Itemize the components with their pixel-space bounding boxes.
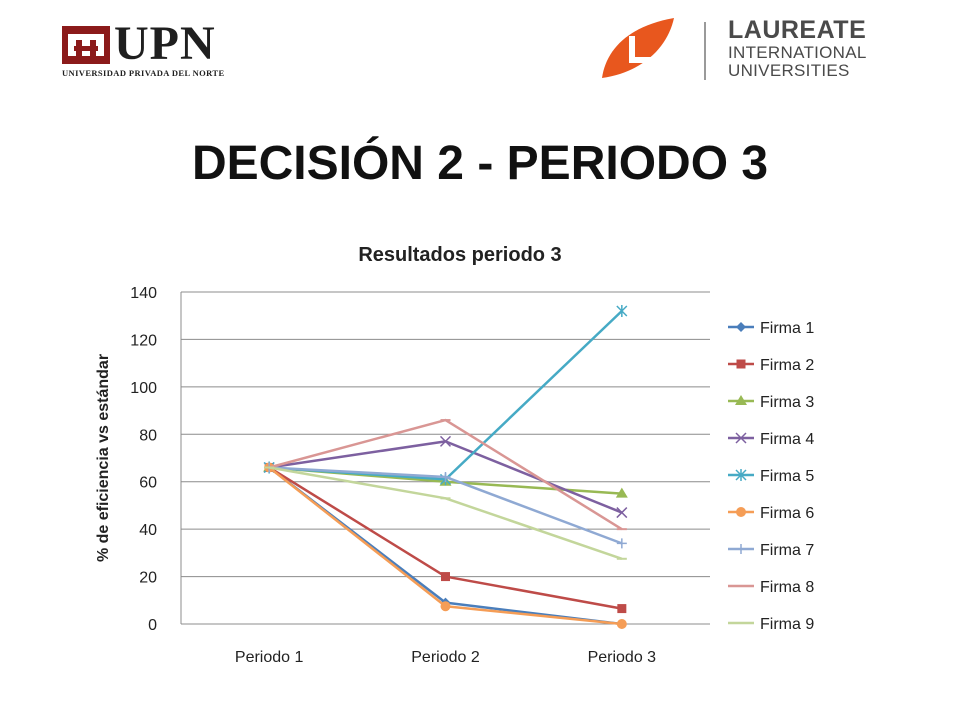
legend-swatch-marker — [736, 507, 746, 517]
legend-swatch-marker — [735, 469, 747, 481]
series-3-point — [615, 487, 628, 498]
laureate-logo: LAUREATE INTERNATIONAL UNIVERSITIES — [598, 16, 908, 82]
legend-swatch-marker — [735, 432, 747, 444]
legend-label: Firma 9 — [760, 616, 814, 633]
series-5-point — [616, 304, 628, 317]
series-4-point — [616, 507, 628, 519]
x-tick-label: Periodo 3 — [588, 649, 657, 666]
upn-subtitle: UNIVERSIDAD PRIVADA DEL NORTE — [62, 68, 225, 78]
y-tick-label: 120 — [130, 332, 157, 349]
legend-swatch-marker — [735, 395, 747, 405]
legend-label: Firma 2 — [760, 357, 814, 374]
y-tick-label: 40 — [139, 522, 157, 539]
y-tick-label: 0 — [148, 617, 157, 634]
legend-label: Firma 5 — [760, 468, 814, 485]
legend-label: Firma 6 — [760, 505, 814, 522]
y-tick-label: 140 — [130, 285, 157, 302]
upn-logo: UPN UNIVERSIDAD PRIVADA DEL NORTE — [62, 20, 262, 80]
chart-title: Resultados periodo 3 — [358, 244, 561, 266]
series-2-line — [268, 466, 623, 610]
laureate-line-international: INTERNATIONAL — [728, 43, 867, 62]
y-axis-title: % de eficiencia vs estándar — [95, 354, 112, 562]
legend-label: Firma 1 — [760, 320, 814, 337]
logo-divider — [704, 22, 706, 80]
y-tick-label: 100 — [130, 380, 157, 397]
series-6-point — [616, 619, 627, 629]
legend-label: Firma 7 — [760, 542, 814, 559]
upn-emblem-icon — [62, 26, 110, 64]
legend-swatch-marker — [736, 322, 746, 332]
legend-label: Firma 3 — [760, 394, 814, 411]
legend-label: Firma 8 — [760, 579, 814, 596]
series-4-point — [439, 435, 452, 447]
slide-title: DECISIÓN 2 - PERIODO 3 — [191, 137, 769, 190]
x-tick-label: Periodo 1 — [235, 649, 304, 666]
legend-swatch-marker — [736, 359, 746, 369]
series-6-point — [440, 601, 451, 612]
series-7-point — [440, 471, 451, 482]
y-tick-label: 60 — [139, 475, 157, 492]
laureate-text: LAUREATE INTERNATIONAL UNIVERSITIES — [728, 16, 867, 80]
legend-label: Firma 4 — [760, 431, 814, 448]
y-tick-label: 80 — [139, 427, 157, 444]
x-tick-label: Periodo 2 — [411, 649, 480, 666]
series-7-point — [616, 538, 627, 549]
series-2-point — [617, 604, 627, 614]
laureate-name: LAUREATE — [728, 16, 867, 44]
laureate-line-universities: UNIVERSITIES — [728, 61, 850, 80]
upn-wordmark: UPN — [114, 17, 216, 70]
series-2-point — [441, 572, 450, 582]
legend-swatch-marker — [736, 544, 746, 554]
laureate-leaf-icon — [602, 18, 674, 78]
y-tick-label: 20 — [139, 570, 157, 587]
